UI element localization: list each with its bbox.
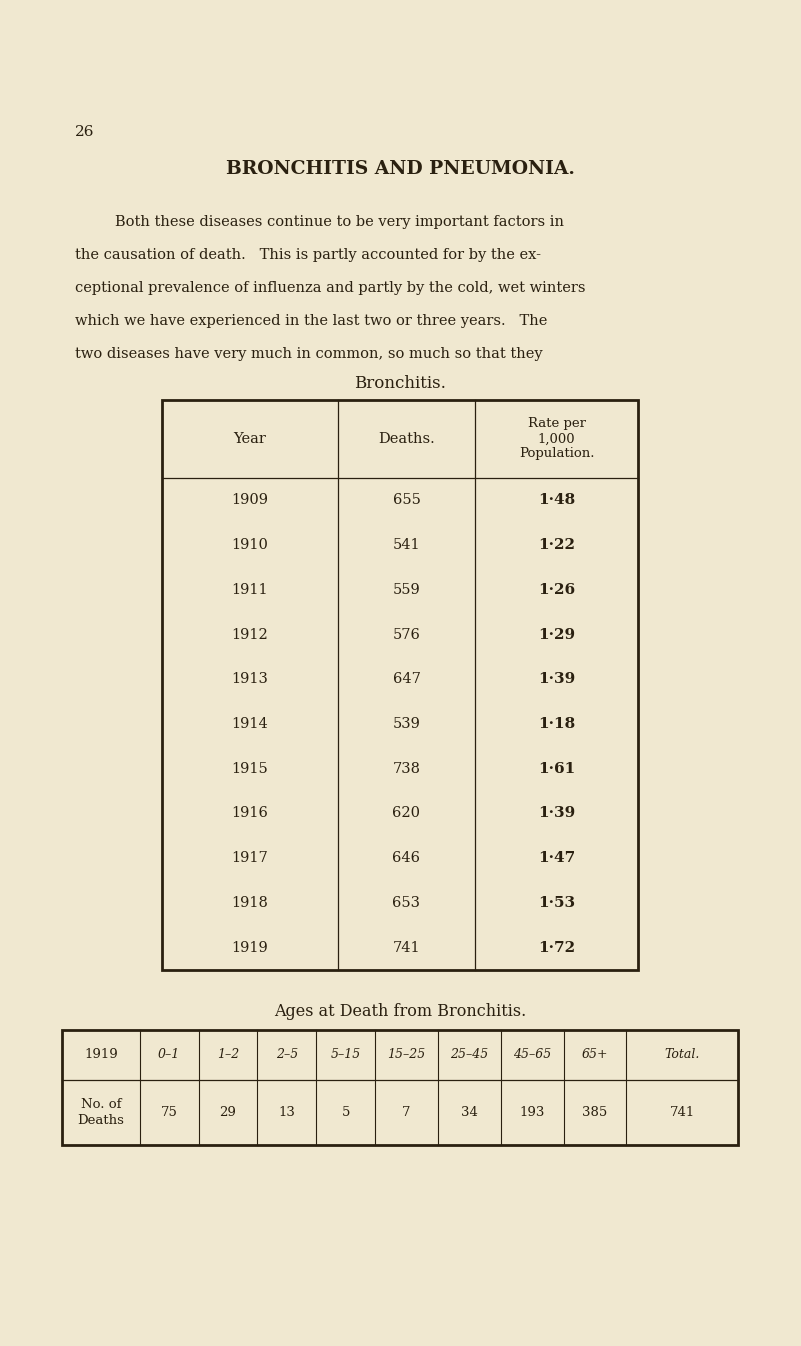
Text: 1·26: 1·26	[538, 583, 575, 596]
Text: 7: 7	[402, 1106, 411, 1119]
Text: 653: 653	[392, 896, 421, 910]
Text: 1914: 1914	[231, 717, 268, 731]
Text: No. of
Deaths: No. of Deaths	[78, 1098, 124, 1127]
Text: 34: 34	[461, 1106, 477, 1119]
Text: 1·39: 1·39	[538, 672, 575, 686]
Text: two diseases have very much in common, so much so that they: two diseases have very much in common, s…	[75, 347, 542, 361]
Text: 45–65: 45–65	[513, 1049, 551, 1062]
Text: 1·18: 1·18	[538, 717, 575, 731]
Text: 1912: 1912	[231, 627, 268, 642]
Text: 1910: 1910	[231, 538, 268, 552]
Text: 646: 646	[392, 851, 421, 865]
Text: 1·39: 1·39	[538, 806, 575, 821]
Text: Deaths.: Deaths.	[378, 432, 435, 446]
Text: 1–2: 1–2	[217, 1049, 239, 1062]
Text: 25–45: 25–45	[450, 1049, 489, 1062]
Text: which we have experienced in the last two or three years.   The: which we have experienced in the last tw…	[75, 314, 547, 328]
Text: 1·29: 1·29	[538, 627, 575, 642]
Text: 741: 741	[670, 1106, 694, 1119]
Text: ceptional prevalence of influenza and partly by the cold, wet winters: ceptional prevalence of influenza and pa…	[75, 281, 586, 295]
Text: the causation of death.   This is partly accounted for by the ex-: the causation of death. This is partly a…	[75, 248, 541, 262]
Text: 1915: 1915	[231, 762, 268, 775]
Text: Both these diseases continue to be very important factors in: Both these diseases continue to be very …	[115, 215, 564, 229]
Text: 1·61: 1·61	[538, 762, 575, 775]
Text: 1·53: 1·53	[538, 896, 575, 910]
Text: BRONCHITIS AND PNEUMONIA.: BRONCHITIS AND PNEUMONIA.	[226, 160, 574, 178]
Text: Year: Year	[234, 432, 267, 446]
Text: 15–25: 15–25	[388, 1049, 425, 1062]
Text: Bronchitis.: Bronchitis.	[354, 376, 446, 392]
Text: 1·72: 1·72	[538, 941, 575, 954]
Text: 1909: 1909	[231, 494, 268, 507]
Text: 559: 559	[392, 583, 421, 596]
Text: 1917: 1917	[231, 851, 268, 865]
Text: 29: 29	[219, 1106, 236, 1119]
Text: Rate per
1,000
Population.: Rate per 1,000 Population.	[519, 417, 594, 460]
Text: 647: 647	[392, 672, 421, 686]
Text: 541: 541	[392, 538, 421, 552]
Text: 1918: 1918	[231, 896, 268, 910]
Text: 655: 655	[392, 494, 421, 507]
Text: 75: 75	[161, 1106, 178, 1119]
Text: 13: 13	[278, 1106, 296, 1119]
Text: 5: 5	[341, 1106, 350, 1119]
Text: 620: 620	[392, 806, 421, 821]
Text: Total.: Total.	[665, 1049, 700, 1062]
Text: Ages at Death from Bronchitis.: Ages at Death from Bronchitis.	[274, 1003, 526, 1020]
Text: 576: 576	[392, 627, 421, 642]
Text: 193: 193	[520, 1106, 545, 1119]
Text: 738: 738	[392, 762, 421, 775]
Text: 1919: 1919	[231, 941, 268, 954]
Text: 0–1: 0–1	[158, 1049, 180, 1062]
Text: 5–15: 5–15	[331, 1049, 360, 1062]
Text: 1·47: 1·47	[538, 851, 575, 865]
Text: 1911: 1911	[231, 583, 268, 596]
Text: 1·22: 1·22	[538, 538, 575, 552]
Text: 65+: 65+	[582, 1049, 608, 1062]
Text: 1916: 1916	[231, 806, 268, 821]
Bar	[162, 400, 638, 970]
Text: 2–5: 2–5	[276, 1049, 298, 1062]
Text: 26: 26	[75, 125, 95, 139]
Text: 539: 539	[392, 717, 421, 731]
Text: 741: 741	[392, 941, 421, 954]
Text: 1913: 1913	[231, 672, 268, 686]
Text: 1·48: 1·48	[538, 494, 575, 507]
Text: 385: 385	[582, 1106, 608, 1119]
Text: 1919: 1919	[84, 1049, 118, 1062]
Bar	[62, 1030, 738, 1145]
